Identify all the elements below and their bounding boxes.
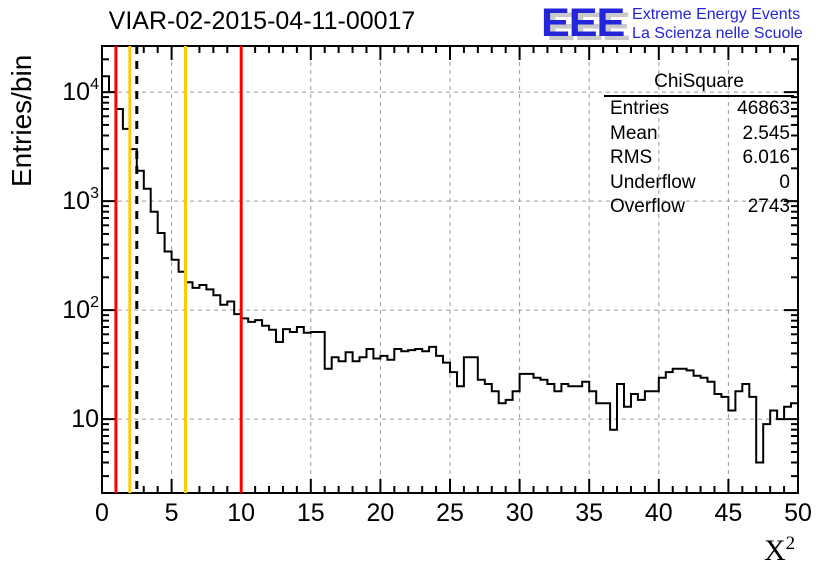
x-axis-tick-label: 25 [436,499,464,527]
stats-row: Overflow 2743 [604,195,794,220]
eee-logo-letters: EEE [541,1,625,45]
x-axis-tick-label: 0 [95,499,109,527]
x-axis-tick-label: 50 [784,499,812,527]
stats-box-title: ChiSquare [604,70,794,97]
stats-row: Underflow 0 [604,171,794,196]
y-axis-tick-label: 104 [62,76,99,106]
stats-row: Entries 46863 [604,97,794,122]
stats-value: 0 [779,171,790,193]
eee-logo: EEE Extreme Energy Events La Scienza nel… [541,2,833,48]
stats-box-rows: Entries 46863 Mean 2.545 RMS 6.016 Underflow 0 O… [604,97,794,220]
x-axis-tick-label: 45 [714,499,742,527]
stats-row: Mean 2.545 [604,122,794,147]
stats-label: RMS [610,147,653,168]
y-axis-tick-label: 103 [62,185,99,215]
plot-title: VIAR-02-2015-04-11-00017 [108,7,416,35]
x-axis-tick-label: 35 [575,499,603,527]
x-axis-title-exponent: 2 [785,533,796,554]
stats-label: Entries [610,98,670,119]
eee-logo-text: Extreme Energy Events La Scienza nelle S… [632,2,803,43]
x-axis-tick-label: 15 [297,499,325,527]
stats-value: 2743 [747,196,790,217]
x-axis-tick-label: 10 [227,499,255,527]
stats-label: Mean [610,122,658,144]
stats-value: 2.545 [742,122,790,144]
stats-label: Overflow [610,196,685,217]
y-axis-tick-label: 102 [62,294,99,324]
x-axis-tick-label: 40 [645,499,673,527]
histogram-line [102,75,798,464]
stats-label: Underflow [610,171,696,193]
x-axis-title-base: X [764,534,786,567]
y-axis-title: Entries/bin [6,54,37,187]
stats-value: 6.016 [742,147,790,168]
x-axis-title: X2 [764,533,795,568]
stats-box: ChiSquare Entries 46863 Mean 2.545 RMS 6.016 U… [604,70,794,220]
eee-logo-line2: La Scienza nelle Scuole [632,25,803,42]
x-axis-tick-label: 30 [506,499,534,527]
stats-value: 46863 [737,98,790,119]
eee-logo-line1: Extreme Energy Events [632,6,801,23]
y-axis-tick-label: 10 [71,405,99,433]
x-axis-tick-label: 20 [366,499,394,527]
x-axis-tick-label: 5 [165,499,179,527]
stats-row: RMS 6.016 [604,146,794,171]
